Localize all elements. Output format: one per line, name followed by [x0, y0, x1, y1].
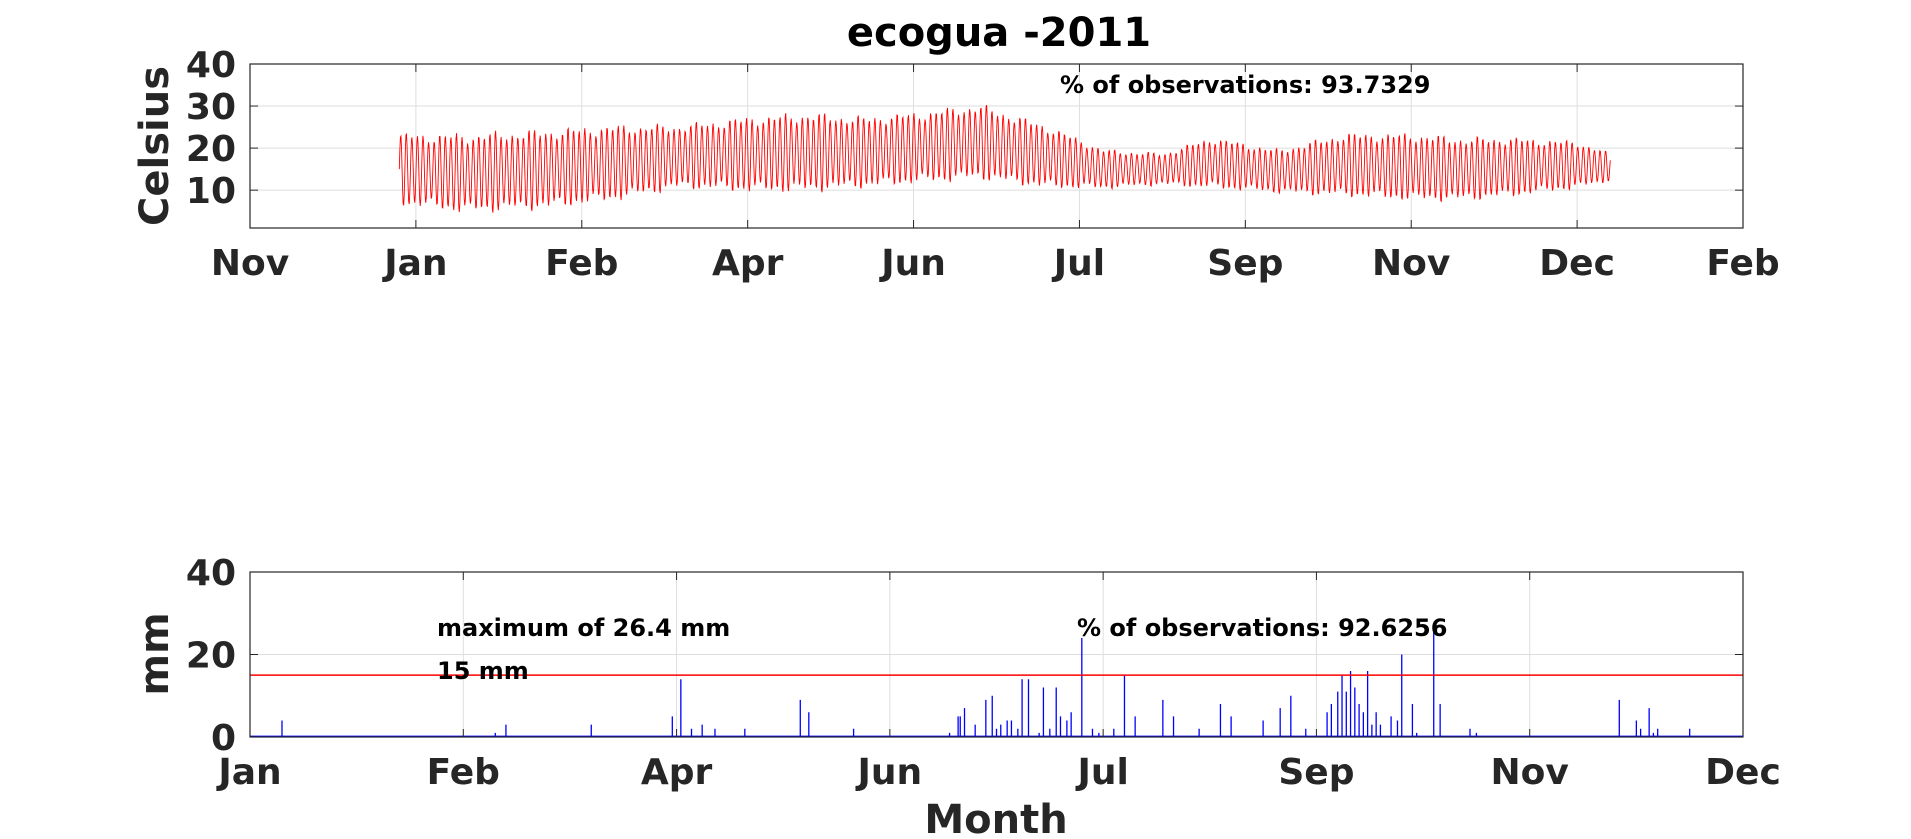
maximum-annotation: maximum of 26.4 mm [437, 614, 730, 642]
precipitation-x-tick-label: Jan [215, 752, 281, 793]
temperature-axes-frame [249, 63, 1744, 229]
precipitation-y-tick-label: 0 [211, 718, 236, 759]
precipitation-x-axis-label: Month [924, 797, 1067, 839]
temperature-y-tick-label: 40 [186, 45, 236, 86]
temperature-x-tick-label: Sep [1207, 243, 1283, 284]
temperature-x-tick-label: Jul [1051, 243, 1105, 284]
precipitation-x-tick-label: Sep [1278, 752, 1354, 793]
precipitation-y-ticks: 0 20 40 [186, 553, 1743, 759]
precipitation-y-tick-label: 40 [186, 553, 236, 594]
precipitation-x-tick-label: Jun [855, 752, 923, 793]
precipitation-x-tick-label: Jul [1074, 752, 1128, 793]
temperature-line [398, 104, 1611, 213]
precipitation-y-axis-label: mm [132, 612, 178, 695]
temperature-x-tick-label: Nov [211, 243, 289, 284]
temperature-x-tick-label: Feb [545, 243, 618, 284]
precipitation-x-ticks: Jan Feb Apr Jun Jul Sep Nov Dec [215, 572, 1781, 793]
threshold-label: 15 mm [437, 657, 529, 685]
figure-title: ecogua -2011 [847, 10, 1151, 56]
temperature-x-tick-label: Nov [1372, 243, 1450, 284]
temperature-observations-annotation: % of observations: 93.7329 [1060, 71, 1430, 99]
temperature-x-tick-label: Jun [878, 243, 946, 284]
temperature-x-tick-label: Dec [1539, 243, 1615, 284]
temperature-x-tick-label: Apr [712, 243, 784, 284]
precipitation-series [250, 629, 1743, 737]
precipitation-observations-annotation: % of observations: 92.6256 [1077, 614, 1447, 642]
temperature-y-axis-label: Celsius [132, 66, 178, 226]
precipitation-y-tick-label: 20 [186, 636, 236, 677]
precipitation-x-tick-label: Nov [1491, 752, 1569, 793]
temperature-y-tick-label: 20 [186, 129, 236, 170]
temperature-y-tick-label: 30 [186, 87, 236, 128]
temperature-y-tick-label: 10 [186, 171, 236, 212]
temperature-x-tick-label: Feb [1706, 243, 1779, 284]
precipitation-x-tick-label: Apr [641, 752, 713, 793]
temperature-x-tick-label: Jan [381, 243, 447, 284]
precipitation-x-tick-label: Feb [427, 752, 500, 793]
temperature-series [398, 104, 1611, 213]
precipitation-x-tick-label: Dec [1705, 752, 1781, 793]
temperature-x-ticks: Nov Jan Feb Apr Jun Jul Sep Nov Dec Feb [211, 64, 1780, 284]
